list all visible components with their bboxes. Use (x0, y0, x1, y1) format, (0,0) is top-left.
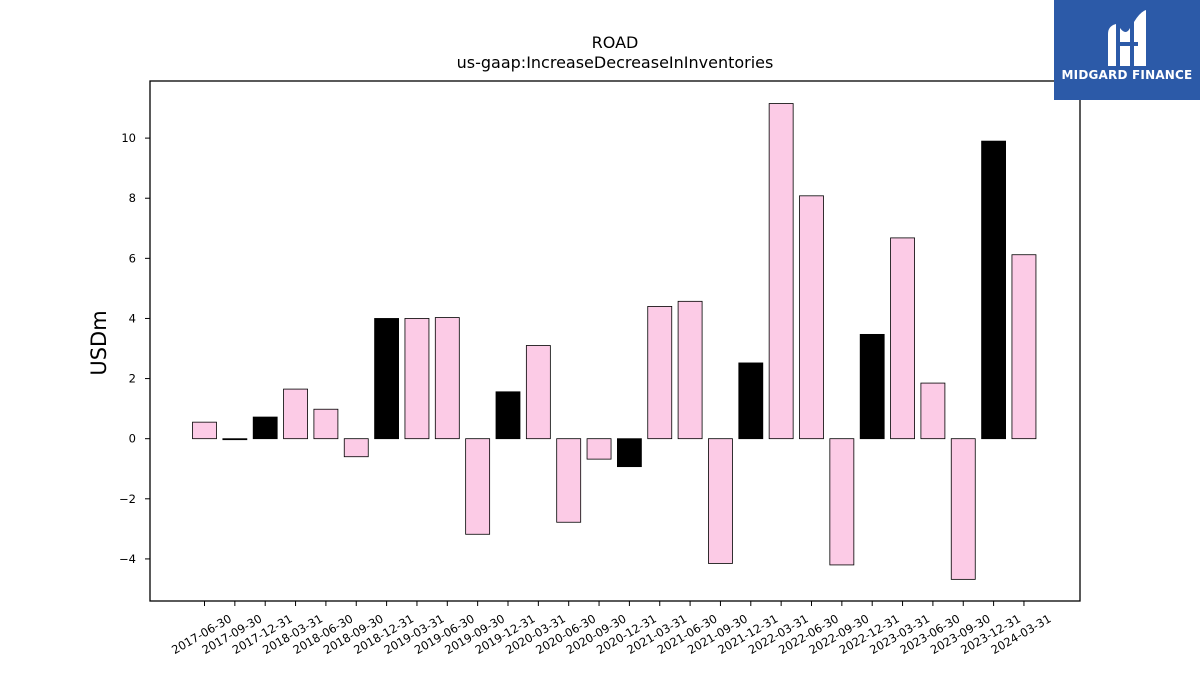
logo-mark-icon (1108, 10, 1146, 66)
bar-2023-09-30 (950, 438, 976, 580)
bar-2017-06-30 (192, 421, 217, 440)
y-tick-label: 10 (121, 131, 136, 145)
bar-2022-12-31 (859, 333, 885, 440)
y-tick-label: −4 (119, 552, 136, 566)
y-tick-label: 6 (129, 251, 136, 265)
bar-2020-03-31 (525, 345, 551, 440)
y-tick-label: 2 (129, 372, 136, 386)
bar-2024-03-31 (1011, 254, 1037, 440)
bar-2017-09-30 (222, 438, 248, 441)
y-tick-label: 0 (129, 432, 136, 446)
y-tick-label: 4 (129, 311, 136, 325)
y-tick-label: 8 (129, 191, 136, 205)
x-axis-ticks: 2017-06-302017-09-302017-12-312018-03-31… (169, 601, 1053, 657)
bar-2023-03-31 (890, 237, 915, 440)
bar-2020-09-30 (586, 438, 612, 460)
bar-2020-06-30 (556, 438, 582, 523)
bar-2017-12-31 (252, 416, 278, 440)
bars-layer (192, 103, 1037, 580)
bar-2021-06-30 (677, 300, 703, 440)
chart-title: ROAD (592, 33, 639, 52)
bar-2021-03-31 (647, 306, 673, 440)
bar-2018-03-31 (283, 388, 308, 440)
bar-2023-06-30 (920, 382, 946, 440)
bar-2023-12-31 (981, 140, 1006, 440)
midgard-finance-logo: MIDGARD FINANCE (1054, 0, 1200, 100)
bar-2019-09-30 (465, 438, 491, 535)
y-tick-label: −2 (119, 492, 136, 506)
y-axis-ticks: −4 −2 0 2 4 6 8 10 (119, 131, 150, 566)
bar-2018-06-30 (313, 408, 339, 440)
plot-frame (149, 80, 1081, 602)
bar-2019-12-31 (495, 391, 521, 440)
bar-2021-09-30 (708, 438, 733, 564)
bar-2021-12-31 (738, 362, 764, 440)
bar-2022-03-31 (768, 103, 794, 440)
chart-subtitle: us-gaap:IncreaseDecreaseInInventories (457, 53, 774, 72)
bar-2020-12-31 (617, 438, 642, 468)
y-axis-label: USDm (87, 310, 111, 375)
bar-2022-06-30 (799, 195, 824, 440)
bar-2018-12-31 (374, 318, 400, 440)
bar-2022-09-30 (829, 438, 855, 566)
bar-2019-03-31 (404, 318, 430, 440)
bar-2019-06-30 (434, 317, 460, 440)
bar-2018-09-30 (343, 438, 369, 458)
logo-text: MIDGARD FINANCE (1061, 68, 1193, 82)
